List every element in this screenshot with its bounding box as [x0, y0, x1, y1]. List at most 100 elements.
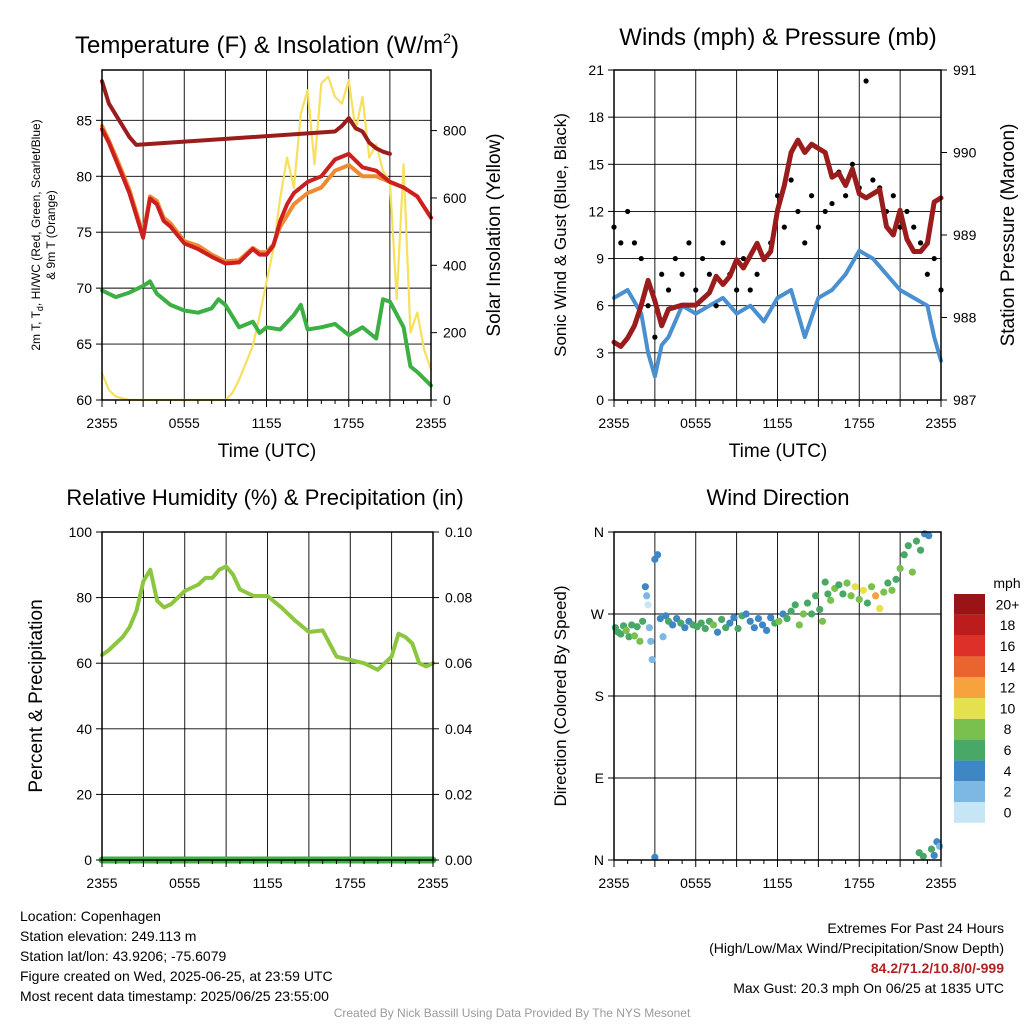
- temperature-y-tick-label: 85: [76, 112, 92, 128]
- wind-direction-point: [636, 637, 644, 645]
- gust-point: [781, 224, 787, 230]
- wind-direction-point: [843, 579, 851, 587]
- humidity-y2-tick-label: 0.02: [445, 786, 472, 802]
- wind-direction-point: [867, 583, 876, 591]
- winds-y-tick-label: 12: [588, 203, 604, 219]
- wind-direction-y-tick-label: N: [594, 524, 604, 540]
- gust-point: [924, 271, 930, 277]
- wind-direction-point: [835, 581, 843, 589]
- legend-swatch: [954, 698, 985, 719]
- wind-direction-point: [863, 599, 872, 607]
- legend-swatch: [954, 802, 985, 823]
- wind-direction-point: [896, 564, 904, 573]
- winds-y-label: Sonic Wind & Gust (Blue, Black): [551, 113, 570, 357]
- wind-direction-point: [888, 586, 896, 594]
- wind-direction-point: [892, 575, 900, 583]
- wind-direction-point: [791, 601, 799, 609]
- gust-point: [720, 240, 726, 246]
- gust-point: [795, 208, 801, 215]
- wind-direction-x-tick-label: 2355: [925, 875, 956, 891]
- legend-swatch: [954, 760, 985, 782]
- wind-direction-axes: 2355 0555 1155 1755 2355 N E S W N: [591, 524, 957, 891]
- winds-x-tick-label: 1755: [844, 415, 875, 431]
- wind-direction-x-tick-label: 2355: [598, 875, 629, 891]
- gust-point: [645, 303, 651, 309]
- winds-x-label: Time (UTC): [729, 441, 828, 462]
- wind-direction-point: [659, 633, 667, 641]
- wind-direction-point: [713, 628, 722, 636]
- gust-point: [631, 240, 638, 246]
- wind-direction-point: [847, 592, 855, 600]
- temperature-x-label: Time (UTC): [218, 441, 317, 462]
- temperature-axes: 2355 0555 1155 1755 2355 60 65 70 75 80 85 0 200 400 6…: [76, 112, 466, 431]
- wind-direction-point: [904, 542, 912, 550]
- pressure-series-line: [611, 137, 944, 349]
- wind-direction-point: [821, 578, 829, 586]
- wind-direction-point: [872, 592, 880, 600]
- winds-y-tick-label: 15: [588, 156, 604, 172]
- wind-direction-point: [701, 624, 709, 633]
- station-info: Location: Copenhagen Station elevation: …: [20, 906, 333, 1006]
- recent-data-timestamp: Most recent data timestamp: 2025/06/25 2…: [20, 988, 329, 1004]
- wind-direction-x-tick-label: 1755: [844, 875, 875, 891]
- temperature-y-label-line2: & 9m T (Orange): [44, 190, 58, 280]
- wind-direction-point: [839, 590, 847, 598]
- legend-label: 10: [1000, 700, 1016, 716]
- temperature-y-tick-label: 65: [76, 336, 92, 352]
- wind-direction-point: [925, 532, 933, 540]
- wind-direction-point: [927, 845, 936, 853]
- gust-point: [665, 287, 672, 293]
- winds-x-tick-label: 2355: [925, 415, 956, 431]
- winds-y2-tick-label: 989: [953, 227, 977, 243]
- temperature-y2-tick-label: 600: [443, 190, 467, 206]
- wind-direction-point: [795, 621, 803, 629]
- temperature-y-tick-label: 60: [76, 392, 92, 408]
- gust-point: [679, 271, 685, 277]
- legend-label: 14: [1000, 659, 1016, 675]
- extremes-values: 84.2/71.2/10.8/0/-999: [870, 960, 1004, 976]
- legend-label: 12: [1000, 680, 1016, 696]
- wind-direction-point: [807, 610, 816, 618]
- wind-direction-y-tick-label: W: [591, 606, 605, 622]
- wind-direction-point: [734, 624, 742, 633]
- temperature-grid: [102, 70, 431, 400]
- gust-point: [672, 255, 678, 262]
- extremes-subtitle: (High/Low/Max Wind/Precipitation/Snow De…: [709, 940, 1004, 956]
- wind-direction-point: [633, 623, 641, 631]
- wind-direction-point: [617, 630, 625, 638]
- winds-grid: [614, 70, 941, 400]
- wind-direction-point: [625, 633, 633, 641]
- winds-y2-tick-label: 988: [953, 310, 977, 326]
- gust-point: [917, 240, 924, 246]
- station-elevation: Station elevation: 249.113 m: [20, 928, 197, 944]
- wind-direction-point: [851, 583, 859, 591]
- wind-direction-point: [718, 615, 726, 624]
- wind-direction-panel: Wind Direction 2355 0555 1155 1755 2355 N E S W N…: [551, 485, 1021, 891]
- wind-direction-point: [662, 612, 670, 620]
- gust-point: [713, 303, 719, 309]
- wind-direction-point: [916, 546, 925, 554]
- humidity-y2-tick-label: 0.04: [445, 721, 472, 737]
- legend-swatch: [954, 677, 985, 698]
- gust-point: [822, 208, 828, 215]
- wind-direction-point: [912, 537, 921, 545]
- gust-point: [808, 193, 815, 199]
- temperature-y2-tick-label: 800: [443, 123, 467, 139]
- winds-series: [611, 78, 944, 379]
- wind-direction-point: [783, 614, 791, 623]
- wind-direction-point: [763, 626, 771, 635]
- wind-direction-x-tick-label: 0555: [680, 875, 711, 891]
- wind-direction-point: [730, 614, 738, 622]
- legend-swatch: [954, 656, 985, 678]
- humidity-y2-tick-label: 0.08: [445, 590, 472, 606]
- wind-direction-points: [611, 530, 944, 861]
- gust-point: [931, 255, 937, 262]
- hi-series-line: [100, 79, 392, 156]
- wind-direction-point: [824, 590, 832, 598]
- winds-panel: Winds (mph) & Pressure (mb) 2355 0555 1155…: [551, 24, 1019, 462]
- wind-direction-point: [645, 624, 654, 632]
- wind-direction-point: [799, 610, 807, 618]
- extremes-info: Extremes For Past 24 Hours (High/Low/Max…: [709, 918, 1004, 998]
- wind-direction-point: [775, 617, 783, 625]
- legend-swatch: [954, 781, 985, 802]
